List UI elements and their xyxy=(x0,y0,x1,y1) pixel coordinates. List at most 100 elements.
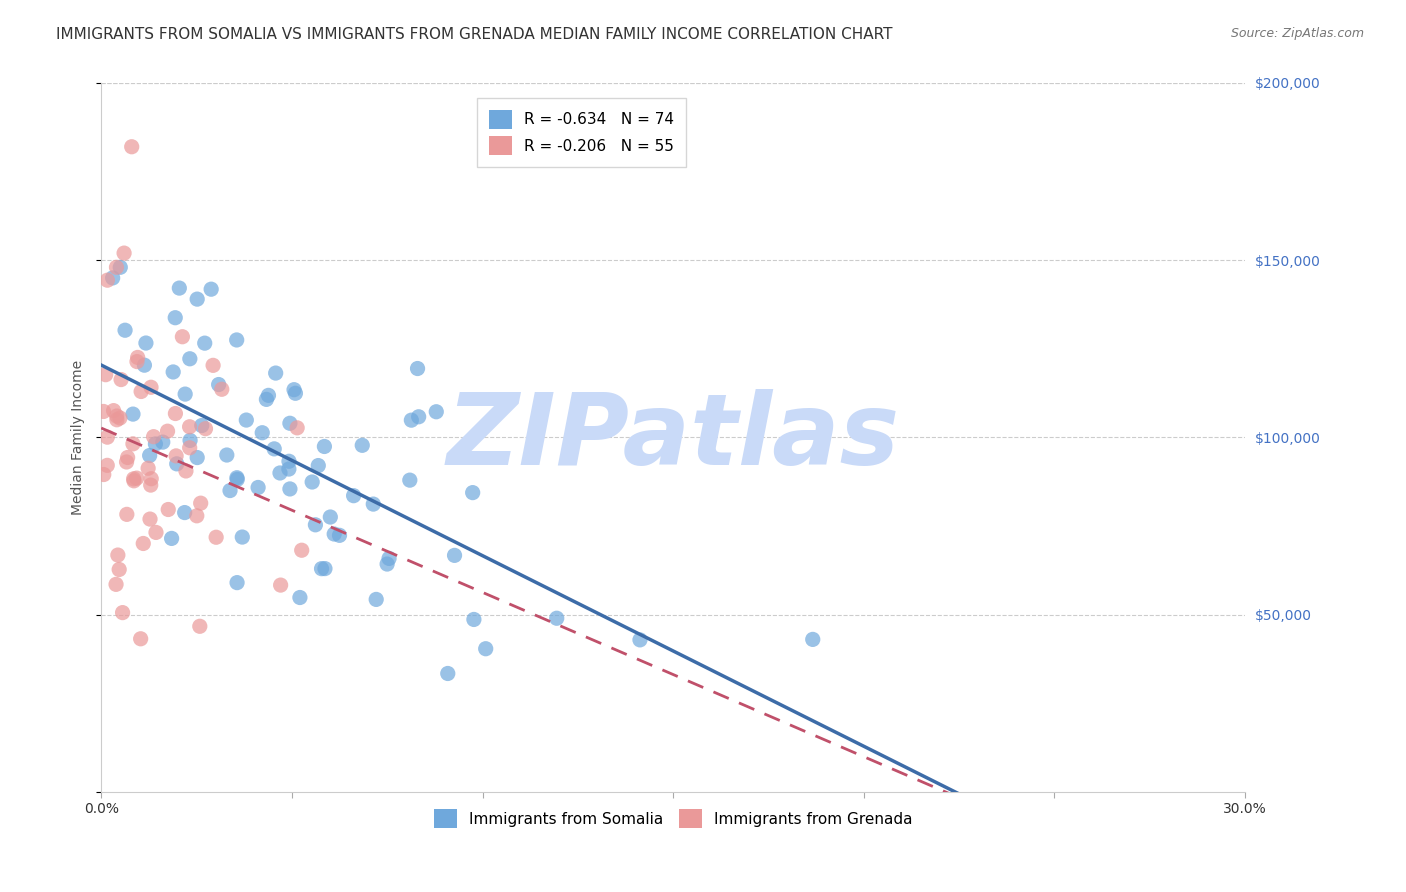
Point xyxy=(215,448,238,462)
Point xyxy=(121,140,143,154)
Point xyxy=(288,591,311,605)
Point xyxy=(463,612,485,626)
Point xyxy=(129,632,152,646)
Point xyxy=(145,525,167,540)
Point xyxy=(277,462,299,476)
Point xyxy=(108,411,131,425)
Point xyxy=(269,466,291,480)
Point xyxy=(101,271,124,285)
Point xyxy=(134,358,156,372)
Point xyxy=(425,405,447,419)
Point xyxy=(546,611,568,625)
Point xyxy=(375,557,398,571)
Point xyxy=(179,351,201,366)
Point xyxy=(122,437,145,451)
Point xyxy=(247,480,270,494)
Point xyxy=(284,386,307,401)
Point xyxy=(105,409,128,423)
Point xyxy=(115,508,138,522)
Point xyxy=(278,417,301,431)
Point xyxy=(172,330,194,344)
Point xyxy=(186,508,208,523)
Point xyxy=(211,382,233,396)
Point xyxy=(103,403,125,417)
Text: ZIPatlas: ZIPatlas xyxy=(447,389,900,486)
Point xyxy=(311,562,333,576)
Point xyxy=(174,387,197,401)
Point xyxy=(105,577,128,591)
Text: Source: ZipAtlas.com: Source: ZipAtlas.com xyxy=(1230,27,1364,40)
Point xyxy=(328,528,350,542)
Point xyxy=(461,485,484,500)
Point xyxy=(307,458,329,473)
Point xyxy=(132,536,155,550)
Point xyxy=(186,450,208,465)
Point xyxy=(200,282,222,296)
Point xyxy=(278,454,301,468)
Point xyxy=(169,281,191,295)
Point xyxy=(225,333,247,347)
Point xyxy=(226,472,249,486)
Point xyxy=(194,422,217,436)
Point xyxy=(235,413,257,427)
Point xyxy=(129,384,152,399)
Point xyxy=(122,472,145,486)
Point xyxy=(165,407,187,421)
Point xyxy=(263,442,285,456)
Point xyxy=(401,413,423,427)
Point xyxy=(139,380,162,394)
Legend: Immigrants from Somalia, Immigrants from Grenada: Immigrants from Somalia, Immigrants from… xyxy=(427,803,918,834)
Point xyxy=(173,506,195,520)
Point xyxy=(94,368,117,382)
Point xyxy=(110,373,132,387)
Point xyxy=(152,435,174,450)
Point xyxy=(190,418,212,433)
Point xyxy=(474,641,496,656)
Point xyxy=(114,323,136,337)
Point xyxy=(226,471,249,485)
Point xyxy=(141,472,163,486)
Point xyxy=(254,392,277,407)
Point xyxy=(319,510,342,524)
Point xyxy=(264,366,287,380)
Point xyxy=(160,532,183,546)
Y-axis label: Median Family Income: Median Family Income xyxy=(72,359,86,515)
Point xyxy=(190,496,212,510)
Point xyxy=(378,551,401,566)
Point xyxy=(165,449,187,463)
Point xyxy=(252,425,274,440)
Point xyxy=(125,354,148,368)
Point xyxy=(105,260,128,275)
Point xyxy=(205,530,228,544)
Point xyxy=(323,527,346,541)
Point xyxy=(219,483,242,498)
Point xyxy=(156,424,179,438)
Point xyxy=(304,517,326,532)
Point xyxy=(110,260,132,275)
Point xyxy=(108,562,131,576)
Point xyxy=(139,512,162,526)
Point xyxy=(179,441,201,455)
Point xyxy=(165,310,187,325)
Point xyxy=(231,530,253,544)
Point xyxy=(117,450,139,465)
Point xyxy=(96,273,118,287)
Point xyxy=(226,575,249,590)
Point xyxy=(186,292,208,306)
Point xyxy=(105,413,128,427)
Point xyxy=(125,471,148,485)
Point xyxy=(257,388,280,402)
Point xyxy=(291,543,314,558)
Point xyxy=(443,549,465,563)
Point xyxy=(96,458,118,473)
Point xyxy=(157,502,180,516)
Point xyxy=(208,377,231,392)
Point xyxy=(202,359,225,373)
Point xyxy=(801,632,824,647)
Point xyxy=(115,455,138,469)
Point xyxy=(194,336,217,351)
Point xyxy=(93,467,115,482)
Point xyxy=(398,473,420,487)
Point xyxy=(112,246,135,260)
Point xyxy=(142,430,165,444)
